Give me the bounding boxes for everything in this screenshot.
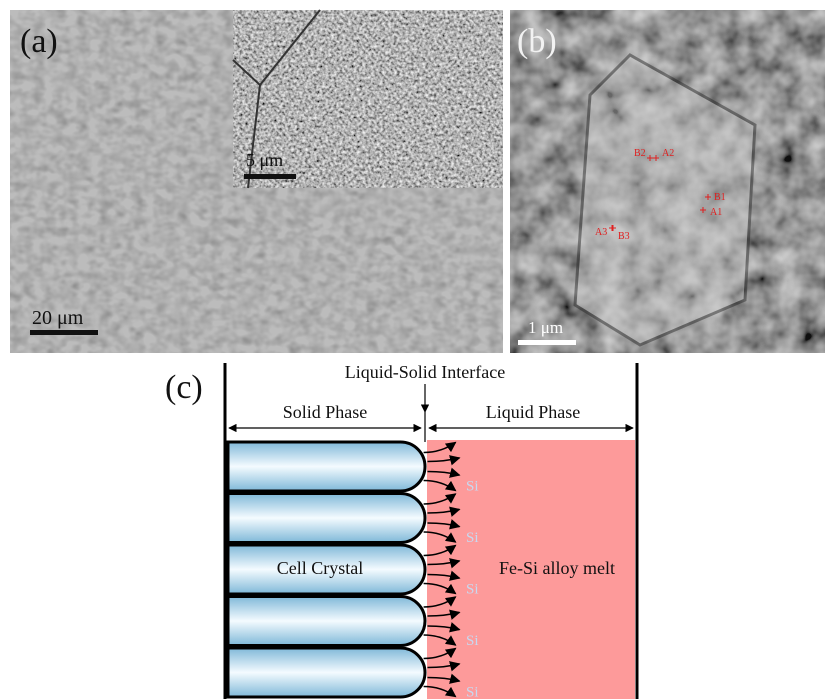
- melt-label: Fe-Si alloy melt: [499, 558, 615, 578]
- scale-label: 20 μm: [32, 307, 84, 329]
- panel-label: (b): [517, 23, 557, 60]
- cell-label: Cell Crystal: [277, 558, 364, 578]
- solute-label: Si: [466, 479, 479, 495]
- scale-label: 1 μm: [528, 318, 563, 337]
- panel-label: (a): [20, 23, 58, 60]
- figure: (a) 5 μm 20 μm (b) B2 A2 B1 A1 A3 B3 1 μm (c)…: [0, 0, 825, 699]
- cell: [228, 442, 425, 491]
- panel-a: (a) 5 μm 20 μm: [10, 10, 503, 353]
- point-label: B2: [634, 148, 646, 159]
- solute-label: Si: [466, 582, 479, 598]
- scale-bar: [30, 330, 98, 335]
- inset-scale-label: 5 μm: [246, 150, 283, 170]
- panel-label: (c): [165, 369, 203, 406]
- panel-b: (b) B2 A2 B1 A1 A3 B3 1 μm: [510, 10, 825, 353]
- solute-label: Si: [466, 530, 479, 546]
- point-label: B1: [714, 192, 726, 203]
- page: {"panels": { "a": {"label": "(a)", "inse…: [0, 0, 825, 699]
- solid-phase-label: Solid Phase: [283, 402, 368, 422]
- panel-c: (c) Liquid-Solid Interface Solid Phase L…: [165, 362, 637, 699]
- interface-label: Liquid-Solid Interface: [345, 362, 505, 382]
- cell: [228, 648, 425, 697]
- point-label: A2: [662, 148, 674, 159]
- scale-bar: [518, 340, 576, 345]
- point-label: B3: [618, 231, 630, 242]
- liquid-phase-label: Liquid Phase: [486, 402, 581, 422]
- point-label: A3: [595, 227, 607, 238]
- point-label: A1: [710, 207, 722, 218]
- solute-label: Si: [466, 685, 479, 699]
- scale-bar: [244, 174, 296, 179]
- cell: [228, 597, 425, 646]
- cell: [228, 494, 425, 543]
- solute-label: Si: [466, 633, 479, 649]
